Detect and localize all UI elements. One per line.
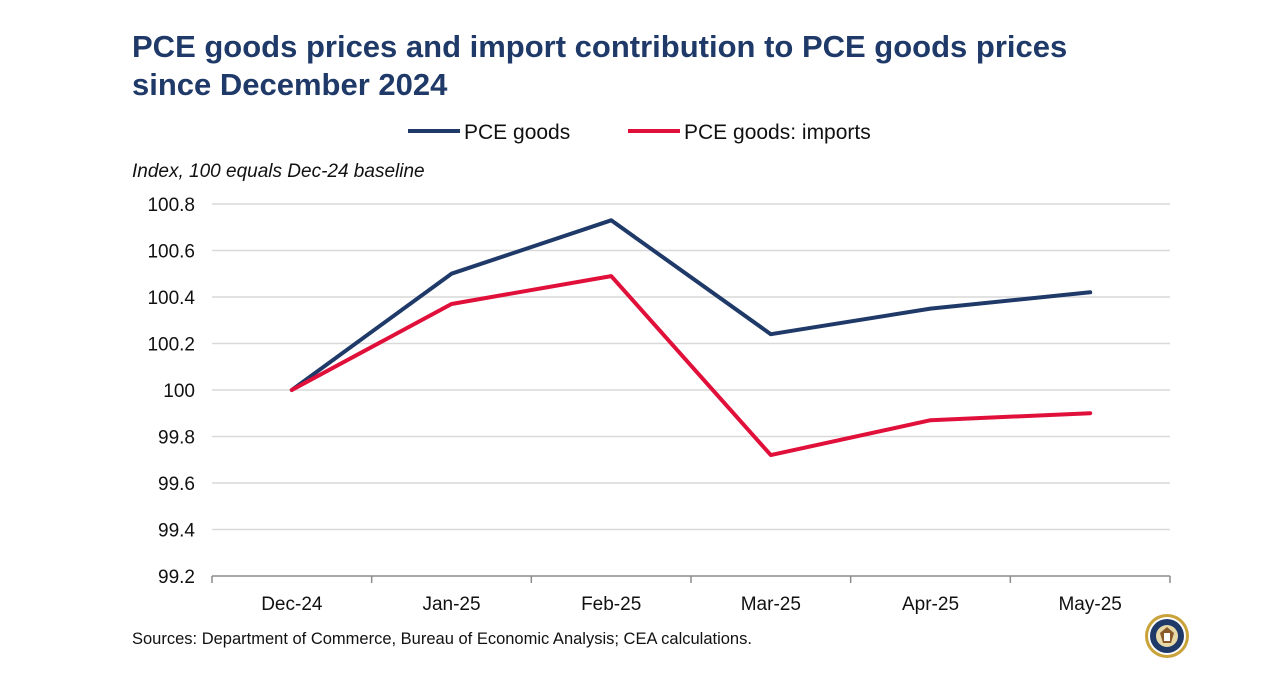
cea-seal-icon <box>1145 614 1189 658</box>
legend-label: PCE goods <box>464 121 570 144</box>
x-tick-label: Mar-25 <box>741 594 801 615</box>
chart-title: PCE goods prices and import contribution… <box>132 29 1068 102</box>
series-line-1 <box>289 218 1093 392</box>
x-tick-label: Jan-25 <box>422 594 480 615</box>
y-axis-ticks: 99.2 99.4 99.6 99.8 100 100.2 100.4 100.6 100.8 <box>147 195 195 588</box>
y-axis-unit-label: Index, 100 equals Dec-24 baseline <box>132 161 425 182</box>
y-tick-label: 100.2 <box>147 335 195 356</box>
x-tick-label: Feb-25 <box>581 594 641 615</box>
y-tick-label: 99.8 <box>158 428 195 449</box>
x-tick-label: May-25 <box>1058 594 1121 615</box>
y-tick-label: 100.6 <box>147 242 195 263</box>
y-tick-label: 100.4 <box>147 288 195 309</box>
gridlines <box>212 203 1170 531</box>
series-line-2 <box>289 274 1093 458</box>
y-tick-label: 99.2 <box>158 567 195 588</box>
y-tick-label: 99.6 <box>158 474 195 495</box>
y-tick-label: 100 <box>163 381 195 402</box>
y-tick-label: 100.8 <box>147 195 195 216</box>
source-note: Sources: Department of Commerce, Bureau … <box>132 630 752 648</box>
legend: PCE goods PCE goods: imports <box>408 121 871 144</box>
series-lines <box>289 218 1093 458</box>
x-axis: Dec-24 Jan-25 Feb-25 Mar-25 Apr-25 May-25 <box>211 575 1171 615</box>
y-tick-label: 99.4 <box>158 521 195 542</box>
legend-label: PCE goods: imports <box>684 121 871 144</box>
x-tick-label: Dec-24 <box>261 594 323 615</box>
x-tick-label: Apr-25 <box>902 594 959 615</box>
